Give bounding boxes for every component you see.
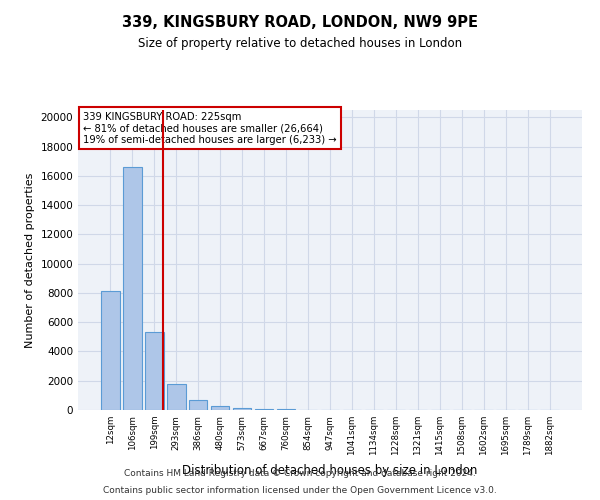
Bar (255, 409, 274, 410)
Bar (167, 384, 185, 410)
Bar (101, 292, 119, 410)
X-axis label: Distribution of detached houses by size in London: Distribution of detached houses by size … (182, 464, 478, 476)
Text: Contains HM Land Registry data © Crown copyright and database right 2024.: Contains HM Land Registry data © Crown c… (124, 468, 476, 477)
Bar (145, 332, 164, 410)
Text: 339 KINGSBURY ROAD: 225sqm
← 81% of detached houses are smaller (26,664)
19% of : 339 KINGSBURY ROAD: 225sqm ← 81% of deta… (83, 112, 337, 144)
Bar (189, 400, 208, 410)
Text: 339, KINGSBURY ROAD, LONDON, NW9 9PE: 339, KINGSBURY ROAD, LONDON, NW9 9PE (122, 15, 478, 30)
Text: Size of property relative to detached houses in London: Size of property relative to detached ho… (138, 38, 462, 51)
Y-axis label: Number of detached properties: Number of detached properties (25, 172, 35, 348)
Bar (123, 167, 142, 410)
Bar (211, 406, 229, 410)
Text: Contains public sector information licensed under the Open Government Licence v3: Contains public sector information licen… (103, 486, 497, 495)
Bar (233, 408, 251, 410)
